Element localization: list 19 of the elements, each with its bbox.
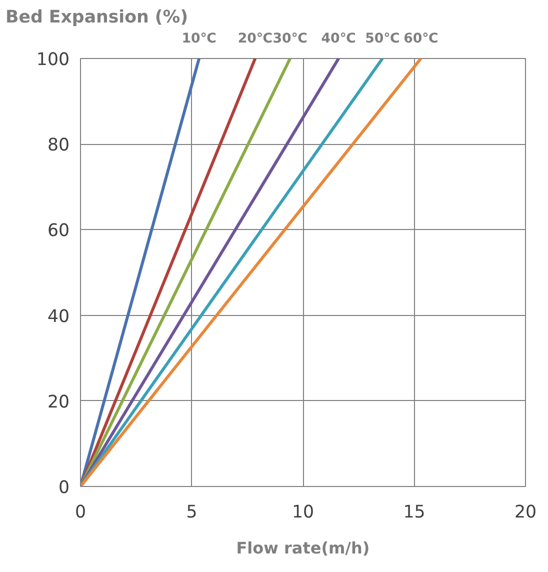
x-axis-title: Flow rate(m/h): [236, 538, 370, 558]
x-tick-label: 10: [292, 502, 314, 522]
y-tick-label: 60: [47, 221, 70, 242]
x-tick-label: 15: [403, 502, 426, 522]
series-label: 40℃: [321, 32, 356, 46]
y-tick-label: 0: [58, 478, 70, 498]
y-axis-title: Bed Expansion (%): [6, 8, 188, 28]
series-label: 30℃: [272, 32, 308, 46]
y-tick-label: 80: [47, 136, 70, 156]
x-tick-label: 5: [186, 502, 198, 522]
series-label: 20℃: [238, 32, 273, 46]
y-tick-label: 100: [36, 50, 70, 70]
series-label: 60℃: [404, 32, 438, 46]
y-tick-label: 40: [47, 306, 70, 327]
series-label: 10℃: [182, 32, 216, 46]
x-tick-label: 20: [514, 502, 537, 522]
y-tick-label: 20: [47, 392, 70, 412]
series-label: 50℃: [365, 32, 400, 46]
x-tick-label: 0: [74, 502, 86, 522]
